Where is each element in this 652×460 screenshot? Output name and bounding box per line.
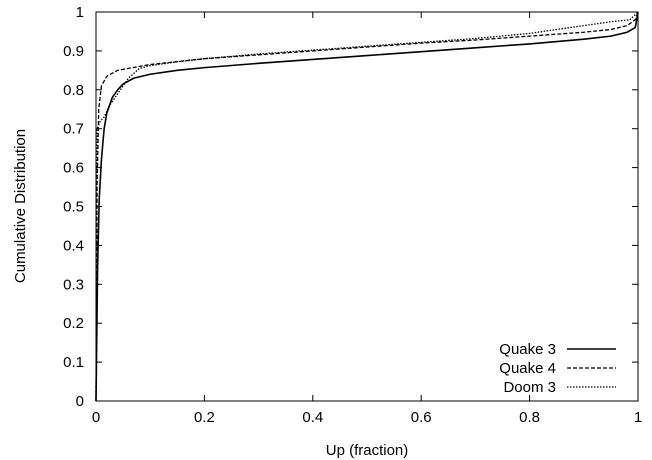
y-tick-label: 0.5 (63, 199, 84, 216)
legend: Quake 3 Quake 4 Doom 3 (499, 341, 616, 396)
x-axis-title: Up (fraction) (326, 442, 409, 459)
y-tick-label: 0.2 (63, 315, 84, 332)
series-line-quake-4 (95, 11, 639, 402)
y-tick-label: 0.6 (63, 160, 84, 177)
x-tick-label: 1 (634, 409, 642, 426)
x-tick-label: 0.2 (194, 409, 215, 426)
y-tick-label: 0.4 (63, 237, 84, 254)
y-tick-label: 0.1 (63, 354, 84, 371)
y-tick-label: 0 (76, 393, 84, 410)
legend-label: Quake 4 (499, 360, 556, 377)
legend-label: Doom 3 (503, 379, 556, 396)
x-tick-label: 0.6 (411, 409, 432, 426)
legend-label: Quake 3 (499, 341, 556, 358)
series-line-quake-3 (95, 11, 639, 402)
y-tick-label: 0.8 (63, 82, 84, 99)
y-tick-label: 1 (76, 4, 84, 21)
x-tick-label: 0.8 (519, 409, 540, 426)
x-tick-label: 0 (92, 409, 100, 426)
series-lines (95, 11, 639, 402)
y-axis-title: Cumulative Distribution (12, 129, 29, 283)
x-tick-label: 0.4 (302, 409, 323, 426)
y-tick-label: 0.9 (63, 43, 84, 60)
y-tick-label: 0.3 (63, 276, 84, 293)
tick-labels: 0 0.2 0.4 0.6 0.8 1 0 0.1 0.2 0.3 0.4 0.5 0.6 0.7 0.8 0… (63, 4, 642, 426)
y-tick-label: 0.7 (63, 121, 84, 138)
